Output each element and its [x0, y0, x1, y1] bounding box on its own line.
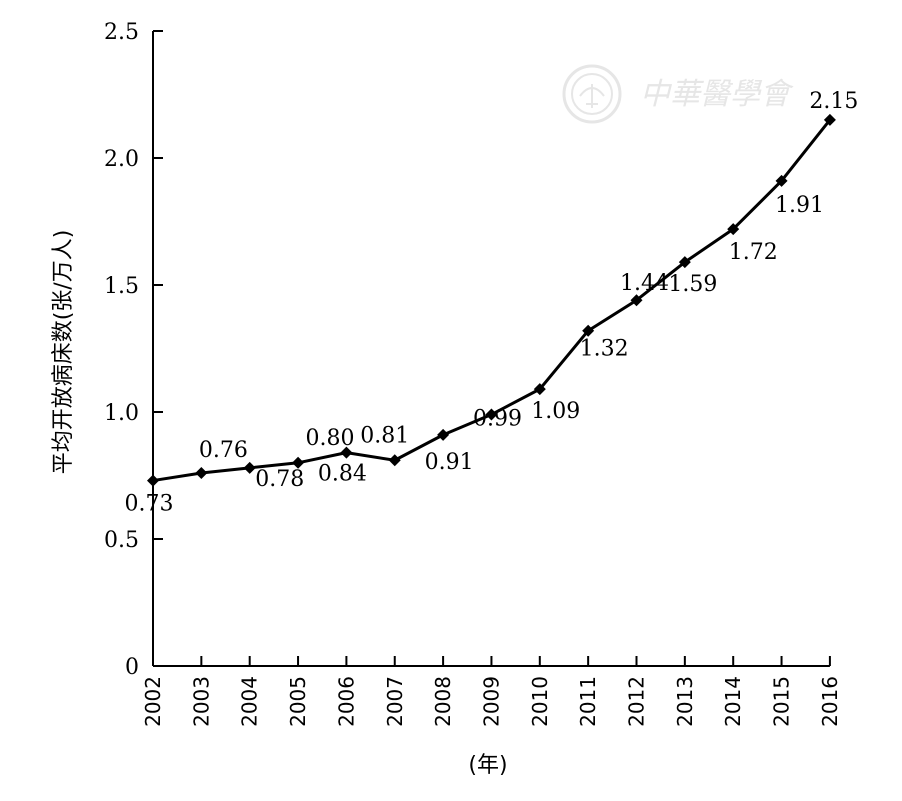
data-point-marker	[340, 446, 353, 459]
x-tick-label: 2010	[528, 676, 552, 727]
y-tick-label: 1.5	[104, 274, 139, 299]
watermark: 中華醫學會	[562, 64, 794, 124]
axes: 0 0.5 1.0 1.5 2.0 2.5 2002 2003 2004 2005 2006 2007…	[104, 20, 842, 727]
x-tick-label: 2006	[334, 676, 358, 727]
data-label: 1.59	[668, 272, 717, 297]
data-point-marker	[823, 113, 836, 126]
x-tick-label: 2007	[383, 676, 407, 727]
data-label: 0.80	[306, 426, 355, 451]
x-tick-label: 2016	[818, 676, 842, 727]
data-point-marker	[533, 383, 546, 396]
data-point-marker	[292, 456, 305, 469]
series-layer	[147, 113, 836, 487]
y-tick-label: 0.5	[104, 528, 139, 553]
data-label: 0.73	[125, 492, 174, 517]
x-tick-label: 2002	[141, 676, 165, 727]
x-axis-title: (年)	[468, 753, 507, 778]
y-tick-label: 2.0	[104, 147, 139, 172]
data-point-marker	[243, 461, 256, 474]
data-label: 0.76	[199, 438, 248, 463]
y-axis-title: 平均开放病床数(张/万人)	[51, 230, 76, 475]
x-tick-label: 2008	[431, 676, 455, 727]
data-point-marker	[775, 174, 788, 187]
data-label: 1.91	[775, 193, 824, 218]
data-label: 0.99	[473, 407, 522, 432]
data-point-marker	[727, 223, 740, 236]
data-point-marker	[147, 474, 159, 487]
y-tick-label: 1.0	[104, 401, 139, 426]
data-label: 1.09	[531, 399, 580, 424]
watermark-text: 中華醫學會	[640, 77, 794, 112]
data-label: 0.78	[255, 467, 304, 492]
x-tick-label: 2012	[625, 676, 649, 727]
data-label: 0.81	[360, 423, 409, 448]
x-tick-label: 2004	[238, 676, 262, 727]
x-tick-label: 2011	[576, 676, 600, 727]
data-point-marker	[678, 256, 691, 269]
x-tick-label: 2013	[673, 676, 697, 727]
data-point-marker	[582, 324, 595, 337]
data-label: 0.91	[425, 450, 474, 475]
data-point-marker	[195, 466, 208, 479]
data-point-marker	[437, 428, 450, 441]
y-tick-label: 0	[125, 655, 139, 680]
data-label: 1.72	[729, 240, 778, 265]
y-tick-label: 2.5	[104, 20, 139, 45]
x-tick-label: 2003	[189, 676, 213, 727]
x-tick-label: 2015	[770, 676, 794, 727]
data-point-marker	[388, 454, 401, 467]
watermark-seal-icon	[562, 64, 622, 124]
data-labels: 0.73 0.76 0.780.80 0.84 0.81 0.91 0.99 1.09 1.32…	[125, 89, 859, 517]
data-label: 1.44	[620, 271, 669, 296]
x-tick-label: 2009	[479, 676, 503, 727]
data-label: 1.32	[580, 337, 629, 362]
data-label: 2.15	[809, 89, 858, 114]
data-point-marker	[630, 294, 643, 307]
data-point-marker	[485, 408, 498, 421]
x-tick-label: 2005	[286, 676, 310, 727]
x-tick-label: 2014	[721, 676, 745, 727]
data-label: 0.84	[318, 462, 367, 487]
